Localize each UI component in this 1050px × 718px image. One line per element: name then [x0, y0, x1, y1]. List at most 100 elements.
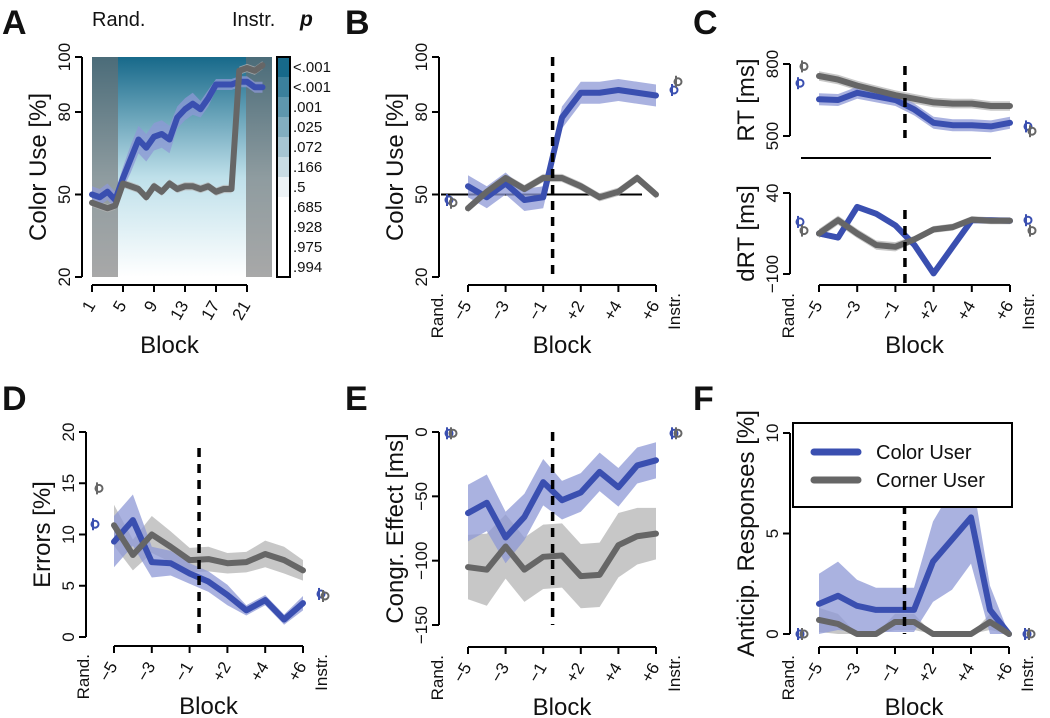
colorbar-cell	[277, 197, 290, 217]
rand-marker	[444, 428, 454, 438]
data-point	[144, 146, 148, 150]
y-tick-label: −50	[412, 482, 431, 511]
data-point	[466, 511, 470, 515]
legend-label: Corner User	[876, 470, 985, 492]
colorbar-label: .685	[293, 199, 322, 216]
data-point	[129, 157, 133, 161]
x-tick-label: 17	[198, 298, 224, 324]
colorbar-title: p	[299, 8, 313, 31]
x-rand-label: Rand.	[428, 293, 447, 338]
ci-band-corner-user	[114, 504, 303, 581]
x-tick-label: 1	[78, 298, 99, 316]
x-tick-label: +4	[600, 660, 626, 686]
instr-marker	[669, 85, 679, 95]
data-point	[263, 552, 267, 556]
data-point	[261, 63, 264, 67]
colorbar-label: .166	[293, 159, 322, 176]
data-point	[222, 83, 226, 86]
colorbar-cell	[277, 97, 290, 117]
x-tick-label: +4	[953, 298, 979, 324]
data-point	[301, 601, 305, 605]
panel-a: Rand. Instr. p <.001 <.001 .001 .025 .072 .166 .5…	[2, 4, 331, 359]
data-point	[188, 558, 192, 562]
x-tick-label: −5	[95, 659, 121, 685]
y-axis-label: Color Use [%]	[382, 93, 409, 241]
data-point	[654, 193, 658, 196]
y-axis-label: Color Use [%]	[25, 93, 52, 241]
data-point	[912, 608, 916, 612]
colorbar-label: .072	[293, 139, 322, 156]
data-point	[253, 69, 257, 73]
instr-marker	[1027, 226, 1037, 236]
x-tick-label: +6	[637, 660, 663, 686]
x-tick-label: −1	[876, 660, 902, 686]
data-point	[950, 632, 954, 636]
y-axis-label: Congr. Effect [ms]	[382, 433, 409, 623]
data-point	[131, 553, 135, 557]
data-point	[836, 218, 840, 222]
data-point	[913, 108, 916, 112]
data-point	[131, 518, 135, 522]
rand-marker	[795, 78, 805, 88]
x-tick-label: +6	[284, 659, 310, 685]
data-point	[817, 618, 821, 622]
data-point	[932, 121, 936, 125]
rand-marker	[799, 226, 809, 236]
data-point	[951, 225, 955, 229]
colorbar-label: .5	[293, 179, 306, 196]
x-tick-label: 5	[109, 298, 130, 316]
panel-letter: A	[2, 4, 27, 42]
panel-letter: C	[693, 4, 718, 42]
data-point	[874, 632, 878, 636]
panel-d: 0 5 10 15 20 Errors [%] −5 −3 −1 +2 +4 +6 Rand. Instr…	[2, 380, 331, 718]
rand-marker	[448, 198, 458, 208]
panel-letter: B	[345, 4, 370, 42]
data-point	[160, 132, 164, 136]
panel-letter: D	[2, 380, 27, 418]
instr-shaded-region	[246, 57, 272, 277]
y-tick-label: 20	[412, 268, 431, 287]
data-point	[485, 568, 489, 572]
instr-marker	[320, 591, 330, 601]
rand-marker	[799, 629, 809, 639]
data-point	[817, 602, 821, 606]
data-point	[560, 176, 564, 180]
data-point	[113, 204, 117, 207]
data-point	[121, 182, 125, 185]
x-tick-label: +6	[990, 660, 1016, 686]
y-tick-label: 800	[763, 50, 782, 78]
data-point	[244, 560, 248, 564]
data-point	[150, 533, 154, 536]
y-tick-label: 80	[412, 103, 431, 122]
x-tick-label: −1	[171, 659, 197, 685]
instr-marker	[1027, 126, 1037, 136]
data-point	[950, 538, 954, 542]
colorbar-label: .025	[293, 119, 322, 136]
x-tick-label: +4	[247, 659, 273, 685]
x-tick-label: −5	[800, 660, 826, 686]
data-point	[169, 561, 173, 565]
data-point	[541, 480, 545, 484]
data-point	[225, 593, 229, 597]
y-tick-label: −150	[412, 606, 431, 644]
instr-marker	[1022, 629, 1032, 639]
rand-marker	[94, 483, 104, 493]
instr-phase-label: Instr.	[232, 9, 275, 31]
data-point	[98, 204, 102, 207]
data-point	[207, 557, 210, 561]
data-point	[855, 205, 859, 209]
data-point	[836, 236, 840, 240]
legend: Color User Corner User	[792, 422, 1013, 508]
colorbar-label: .975	[293, 239, 322, 256]
colorbar-label: .928	[293, 219, 322, 236]
data-point	[579, 184, 583, 188]
x-tick-label: −5	[449, 660, 475, 686]
x-tick-label: +2	[562, 298, 588, 324]
data-point	[129, 184, 133, 188]
data-point	[121, 176, 125, 180]
x-instr-label: Instr.	[1018, 655, 1037, 692]
data-point	[168, 138, 171, 141]
ci-band-color-user	[819, 471, 1009, 634]
data-point	[951, 245, 955, 249]
